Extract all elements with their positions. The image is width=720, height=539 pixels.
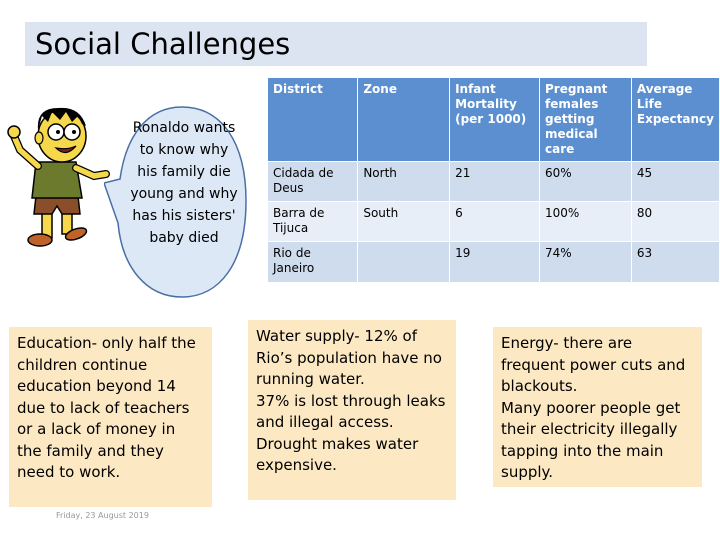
footer-date: Friday, 23 August 2019 bbox=[56, 511, 149, 520]
energy-note: Energy- there are frequent power cuts an… bbox=[493, 327, 702, 487]
page-title: Social Challenges bbox=[35, 27, 291, 61]
table-cell: 63 bbox=[631, 241, 720, 282]
table-cell: 21 bbox=[449, 161, 540, 202]
education-note: Education- only half the children contin… bbox=[9, 327, 212, 507]
table-cell: 100% bbox=[539, 201, 632, 242]
table-cell: 19 bbox=[449, 241, 540, 282]
table-cell: South bbox=[357, 201, 451, 242]
table-cell: 6 bbox=[449, 201, 540, 242]
table-cell: 74% bbox=[539, 241, 632, 282]
column-header-life-expectancy: Average Life Expectancy bbox=[631, 78, 720, 162]
speech-bubble-text: Ronaldo wants to know why his family die… bbox=[130, 120, 238, 246]
speech-bubble-shape bbox=[104, 106, 247, 298]
table-cell: Cidada de Deus bbox=[268, 161, 359, 202]
table-row: Cidada de Deus North 21 60% 45 bbox=[268, 161, 720, 202]
water-supply-note: Water supply- 12% of Rio’s population ha… bbox=[248, 320, 456, 500]
column-header-pregnant-care: Pregnant females getting medical care bbox=[539, 78, 632, 162]
column-header-infant-mortality: Infant Mortality (per 1000) bbox=[449, 78, 540, 162]
column-header-zone: Zone bbox=[357, 78, 451, 162]
cartoon-boy-image bbox=[7, 107, 110, 247]
district-statistics-table: District Zone Infant Mortality (per 1000… bbox=[268, 78, 720, 282]
table-header-row: District Zone Infant Mortality (per 1000… bbox=[268, 78, 720, 162]
table-cell: North bbox=[357, 161, 451, 202]
table-cell: 80 bbox=[631, 201, 720, 242]
table-cell bbox=[357, 241, 451, 282]
table-cell: 60% bbox=[539, 161, 632, 202]
title-bar: Social Challenges bbox=[25, 22, 647, 66]
table-row: Rio de Janeiro 19 74% 63 bbox=[268, 241, 720, 282]
table-cell: Barra de Tijuca bbox=[268, 201, 359, 242]
speech-bubble: Ronaldo wants to know why his family die… bbox=[104, 103, 248, 299]
column-header-district: District bbox=[268, 78, 359, 162]
table-cell: 45 bbox=[631, 161, 720, 202]
table-cell: Rio de Janeiro bbox=[268, 241, 359, 282]
table-row: Barra de Tijuca South 6 100% 80 bbox=[268, 201, 720, 242]
